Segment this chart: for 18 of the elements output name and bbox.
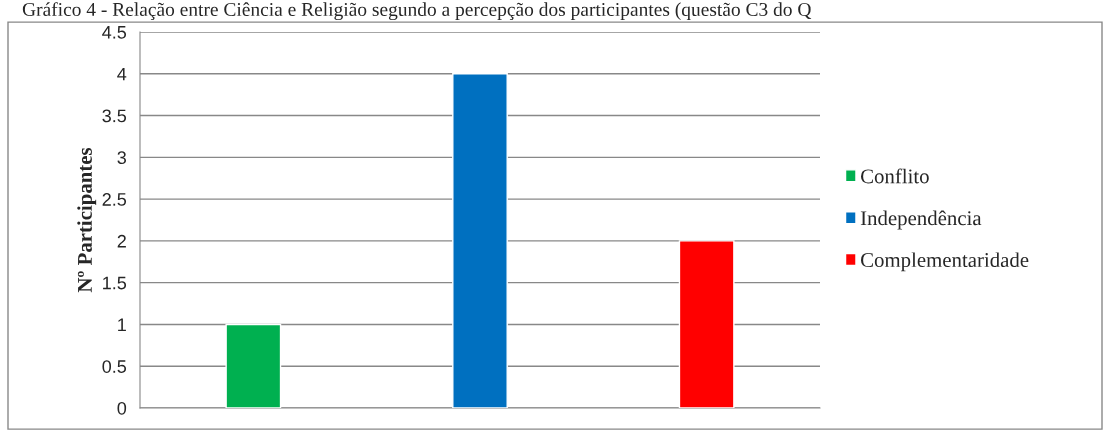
legend-label: Independência bbox=[860, 210, 982, 230]
y-tick-label: 2.5 bbox=[102, 193, 127, 206]
y-tick-label: 2 bbox=[117, 234, 126, 248]
bar bbox=[678, 240, 735, 408]
legend-label: Complementaridade bbox=[860, 252, 1029, 272]
y-tick-label: 4 bbox=[117, 67, 127, 81]
y-tick-label: 3 bbox=[117, 151, 127, 165]
bar bbox=[225, 323, 282, 408]
legend-label: Conflito bbox=[860, 168, 929, 184]
y-tick-label: 1.5 bbox=[103, 276, 127, 290]
y-tick-label: 0 bbox=[117, 401, 127, 415]
chart-title: Gráfico 4 - Relação entre Ciência e Religião segundo a percepção dos participantes (questão C3 do Q bbox=[22, 2, 812, 21]
y-tick-label: 3.5 bbox=[102, 109, 127, 123]
y-tick-label: 4.5 bbox=[102, 26, 127, 39]
bar bbox=[452, 73, 508, 408]
y-axis-title: Nº Participantes bbox=[77, 147, 97, 293]
y-tick-label: 0.5 bbox=[102, 360, 127, 373]
y-tick-label: 1 bbox=[118, 318, 126, 331]
